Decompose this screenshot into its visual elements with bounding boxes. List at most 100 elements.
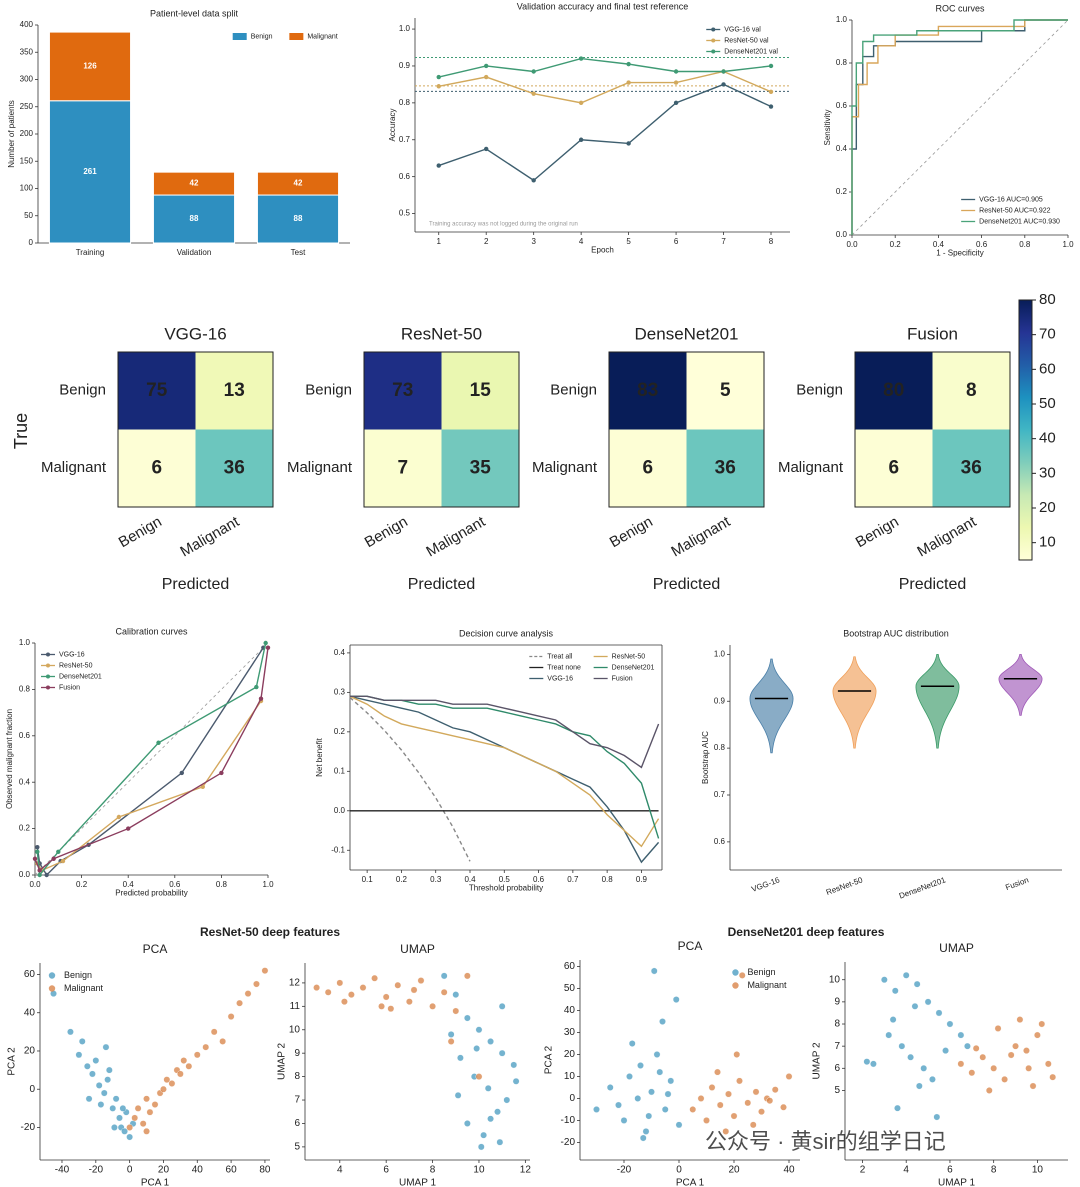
y-tick-label: 0.2 (836, 187, 848, 196)
data-label: 88 (190, 214, 199, 223)
point (180, 1057, 188, 1064)
y-axis-label: Net benefit (315, 737, 324, 776)
y-tick-label: 200 (20, 129, 34, 138)
x-tick-label: 6 (383, 1165, 389, 1176)
x-axis-label: Predicted (899, 576, 967, 593)
x-tick-label: 5 (626, 237, 631, 246)
point (642, 1128, 650, 1135)
y-tick-label: 0.2 (334, 727, 346, 736)
point (913, 980, 921, 988)
point (75, 1051, 83, 1059)
colorbar-label: 60 (1039, 360, 1056, 377)
point (37, 868, 42, 873)
y-tick-label: 0.2 (19, 824, 31, 833)
point (1049, 1073, 1057, 1081)
point (347, 991, 355, 999)
panel-title: ResNet-50 (401, 324, 482, 343)
point (531, 91, 536, 96)
y-tick-label: 0.8 (714, 743, 726, 752)
note: Training accuracy was not logged during … (429, 222, 578, 228)
point (313, 984, 320, 991)
x-tick-label: 0.5 (499, 875, 511, 884)
x-tick-label: 8 (991, 1165, 997, 1176)
series-line (36, 700, 262, 872)
chart-title: UMAP (400, 942, 435, 956)
x-tick-label: 2 (484, 237, 489, 246)
x-tick-label: 0.8 (1019, 240, 1031, 249)
violin (915, 653, 960, 749)
point (405, 998, 413, 1006)
x-tick-label: Benign (853, 513, 902, 551)
watermark: 公众号 · 黄sir的组学日记 (705, 1129, 946, 1154)
point (35, 844, 40, 850)
heatmap-cell (855, 429, 933, 507)
chart-title: PCA (143, 942, 168, 956)
point (210, 1028, 218, 1036)
point (119, 1104, 127, 1112)
chart-title: Patient-level data split (150, 8, 239, 18)
point (1029, 1082, 1037, 1090)
chart-title: PCA (678, 939, 703, 953)
y-tick-label: 0.9 (714, 696, 726, 705)
point (498, 1049, 506, 1057)
point (477, 1143, 485, 1151)
y-tick-label: 1.0 (19, 638, 31, 647)
point (253, 980, 260, 988)
point (324, 988, 332, 996)
matrix-frame (608, 351, 765, 508)
cell-label: 36 (961, 457, 982, 478)
x-tick-label: -20 (89, 1165, 104, 1176)
heatmap-cell (118, 429, 196, 507)
point (429, 1002, 436, 1010)
x-tick-label: 8 (430, 1165, 436, 1176)
x-tick-label: -20 (617, 1165, 632, 1176)
chart-title: Validation accuracy and final test refer… (517, 1, 688, 11)
x-tick-label: Training (76, 248, 105, 257)
x-axis-label: Predicted probability (115, 889, 187, 898)
point (891, 987, 899, 995)
point (359, 984, 367, 991)
heatmap-cell (855, 352, 933, 430)
point (758, 1108, 765, 1116)
x-tick-label: 80 (259, 1165, 271, 1176)
x-axis-label: Predicted (162, 576, 230, 593)
point (121, 1127, 128, 1135)
series-line (349, 695, 660, 848)
x-tick-label: 6 (947, 1165, 953, 1176)
point (964, 1042, 971, 1050)
point (185, 1062, 193, 1070)
x-tick-label: 0.4 (123, 880, 135, 889)
section-title: ResNet-50 deep features (200, 925, 340, 939)
point (920, 1064, 928, 1072)
legend-label: Treat none (547, 664, 581, 671)
point (104, 1076, 112, 1084)
y-tick-label: 0.7 (714, 790, 726, 799)
cell-label: 6 (888, 457, 899, 478)
heatmap-cell (364, 429, 442, 507)
point (78, 1038, 86, 1045)
cell-label: 75 (146, 380, 168, 401)
point (97, 1101, 105, 1108)
colorbar-label: 50 (1039, 395, 1056, 412)
x-tick-label: Benign (607, 513, 656, 551)
x-tick-label: 0 (127, 1165, 133, 1176)
x-axis-label: Epoch (591, 246, 614, 255)
x-axis-label: Predicted (653, 576, 721, 593)
legend-label: Fusion (612, 675, 633, 682)
point (244, 990, 252, 998)
y-tick-label: 6 (294, 1118, 300, 1129)
colorbar-label: 30 (1039, 464, 1056, 481)
legend-label: DenseNet201 (59, 673, 102, 680)
point (703, 1117, 710, 1124)
y-tick-label: 1.0 (399, 24, 411, 33)
point (168, 1080, 176, 1087)
legend-swatch (732, 982, 739, 989)
point (452, 991, 460, 999)
point (341, 998, 348, 1006)
legend-label: Benign (251, 33, 273, 40)
point (510, 1061, 518, 1069)
legend-swatch (46, 674, 50, 679)
point (105, 1066, 113, 1074)
x-tick-label: Validation (177, 248, 212, 257)
